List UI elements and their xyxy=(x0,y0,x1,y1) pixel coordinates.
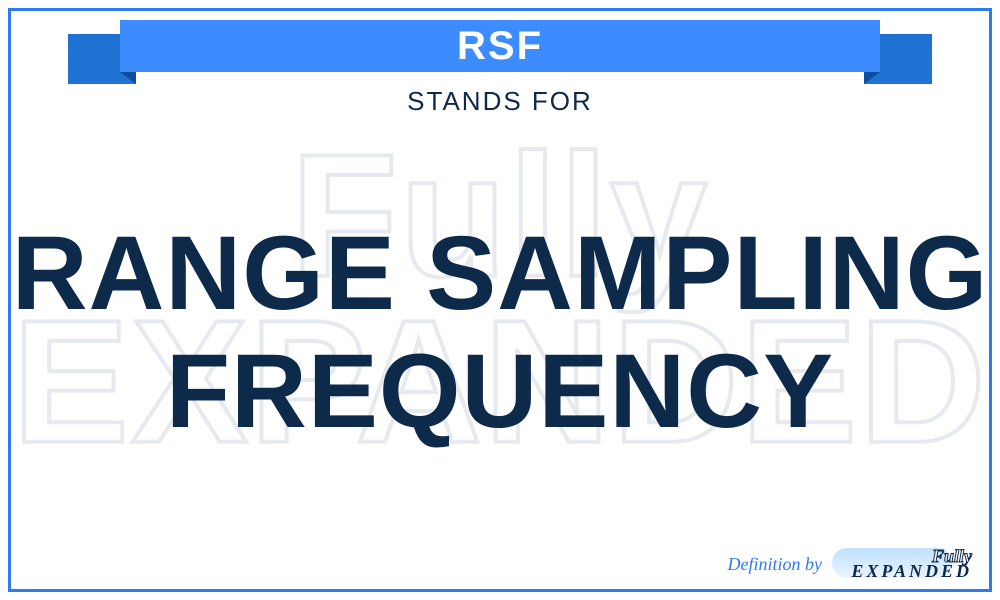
footer: Definition by Fully EXPANDED xyxy=(728,544,972,584)
logo-text-bottom: EXPANDED xyxy=(832,564,972,579)
definition-by-label: Definition by xyxy=(728,554,822,575)
abbreviation: RSF xyxy=(457,24,543,69)
definition-text: RANGE SAMPLING FREQUENCY xyxy=(0,215,1000,450)
stands-for-label: STANDS FOR xyxy=(0,86,1000,117)
fully-expanded-logo: Fully EXPANDED xyxy=(832,544,972,584)
ribbon-fold-left xyxy=(120,72,136,84)
ribbon-banner: RSF xyxy=(90,20,910,86)
definition-container: RANGE SAMPLING FREQUENCY xyxy=(0,145,1000,520)
ribbon-center: RSF xyxy=(120,20,880,72)
ribbon-fold-right xyxy=(864,72,880,84)
